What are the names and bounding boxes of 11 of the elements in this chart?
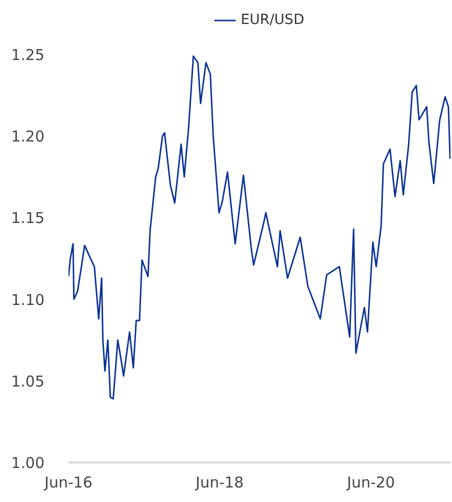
x-tick-label: Jun-18 <box>194 474 244 492</box>
x-tick-label: Jun-16 <box>44 474 92 492</box>
y-tick-label: 1.15 <box>11 209 45 228</box>
y-tick-label: 1.20 <box>11 128 45 146</box>
y-tick-label: 1.00 <box>11 454 45 472</box>
y-tick-label: 1.10 <box>11 290 45 309</box>
y-tick-label: 1.25 <box>11 46 45 64</box>
line-series <box>68 55 450 400</box>
y-tick-label: 1.05 <box>11 372 45 390</box>
x-tick-label: Jun-20 <box>346 474 395 492</box>
legend-label: EUR/USD <box>240 12 304 28</box>
